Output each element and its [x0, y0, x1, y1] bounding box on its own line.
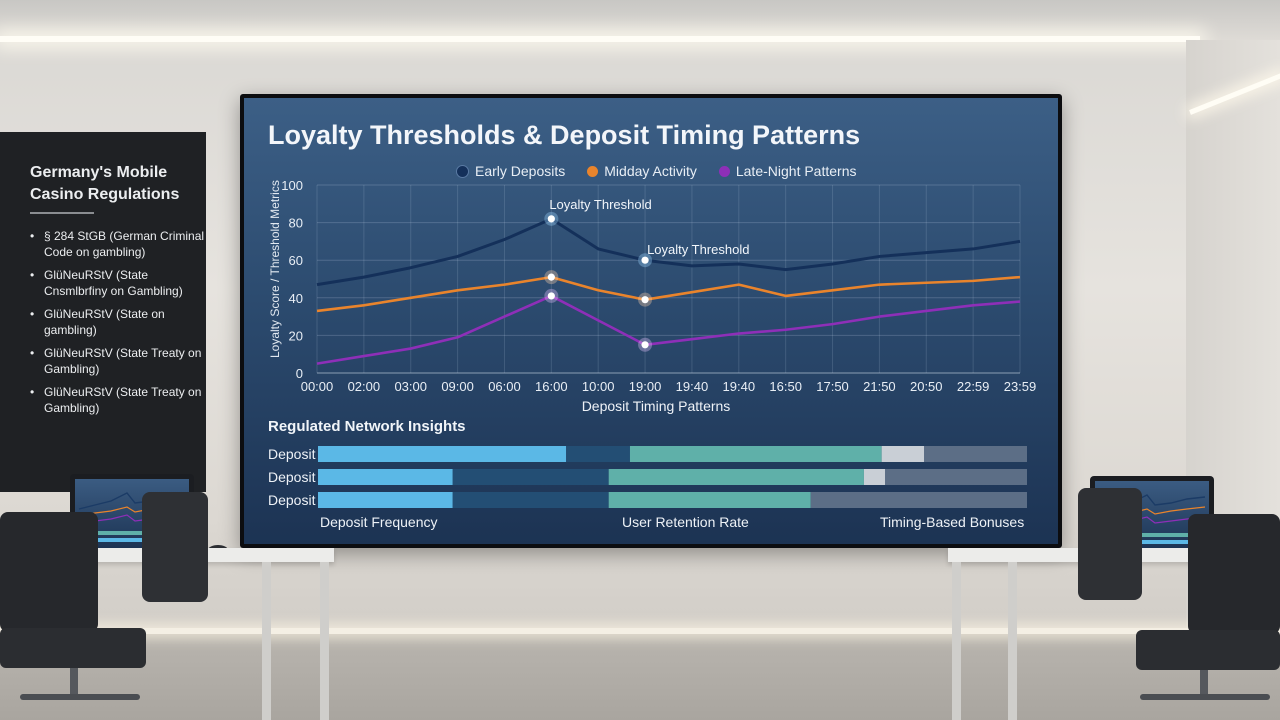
legend-label-early: Early Deposits: [475, 163, 566, 179]
legend-dot-early: [456, 164, 469, 178]
data-point: [641, 256, 649, 264]
legend-label-midday: Midday Activity: [604, 163, 697, 179]
desk-leg: [952, 562, 961, 720]
data-point: [641, 296, 649, 304]
ceiling: [0, 0, 1280, 40]
annotation-label: Loyalty Threshold: [549, 197, 651, 212]
x-tick-label: 10:00: [582, 379, 615, 394]
data-point: [641, 341, 649, 349]
chair-right-pole: [1200, 670, 1208, 698]
bottom-label-retention: User Retention Rate: [622, 514, 749, 530]
mini-bar: [1099, 533, 1205, 537]
legend-label-late: Late-Night Patterns: [735, 163, 857, 179]
mini-bar: [1099, 540, 1205, 544]
x-tick-label: 16:50: [769, 379, 802, 394]
bar-segment: [885, 469, 1027, 485]
baseboard-light: [0, 628, 1280, 634]
x-tick-label: 03:00: [394, 379, 427, 394]
regulations-list: § 284 StGB (German Criminal Code on gamb…: [30, 228, 206, 423]
regulation-item: GlüNeuRStV (State on gambling): [30, 306, 206, 338]
regulations-title: Germany's Mobile Casino Regulations: [30, 164, 180, 203]
ceiling-light-strip: [0, 36, 1200, 42]
chart-legend: Early Deposits Midday Activity Late-Nigh…: [456, 163, 856, 179]
bar-segment: [629, 446, 882, 462]
legend-dot-late: [718, 165, 730, 177]
x-tick-label: 00:00: [301, 379, 334, 394]
legend-item-early: Early Deposits: [456, 163, 565, 179]
insights-title: Regulated Network Insights: [268, 418, 466, 435]
bar-segment: [608, 469, 864, 485]
chair-back-far: [142, 492, 208, 602]
x-tick-label: 09:00: [441, 379, 474, 394]
bar-segment: [863, 469, 886, 485]
bar-segment: [608, 492, 811, 508]
bar-segment: [566, 446, 630, 462]
bar-label: Deposit: [268, 469, 316, 485]
bottom-label-bonuses: Timing-Based Bonuses: [880, 514, 1025, 530]
annotation-label: Loyalty Threshold: [647, 242, 749, 257]
x-tick-label: 19:40: [723, 379, 756, 394]
bar-label: Deposit: [268, 492, 316, 508]
data-point: [547, 215, 555, 223]
bar-segment: [810, 492, 1027, 508]
bar-segment: [318, 469, 453, 485]
bar-segment: [318, 492, 453, 508]
y-tick-label: 60: [289, 253, 303, 268]
floor: [0, 632, 1280, 720]
bar-segment: [881, 446, 925, 462]
regulation-item: GlüNeuRStV (State Cnsmlbrfiny on Gamblin…: [30, 267, 206, 299]
x-tick-label: 17:50: [816, 379, 849, 394]
x-tick-label: 06:00: [488, 379, 521, 394]
chart-title: Loyalty Thresholds & Deposit Timing Patt…: [268, 120, 861, 150]
y-tick-label: 20: [289, 328, 303, 343]
data-point: [547, 292, 555, 300]
mini-bar: [79, 538, 185, 542]
mini-bar: [79, 531, 185, 535]
desk-leg: [262, 562, 271, 720]
x-axis-title: Deposit Timing Patterns: [581, 398, 731, 414]
y-tick-label: 0: [296, 366, 303, 381]
bar-segment: [924, 446, 1027, 462]
x-tick-label: 21:50: [863, 379, 896, 394]
chair-left-pole: [70, 668, 78, 698]
bar-segment: [452, 492, 609, 508]
chair-right-back: [1188, 514, 1280, 634]
x-tick-label: 16:00: [535, 379, 568, 394]
chair-back-far: [1078, 488, 1142, 600]
title-divider: [30, 212, 94, 214]
x-tick-label: 02:00: [348, 379, 381, 394]
x-tick-label: 23:59: [1004, 379, 1037, 394]
chair-right-seat: [1136, 630, 1280, 670]
y-tick-label: 100: [281, 178, 303, 193]
bar-segment: [452, 469, 609, 485]
bottom-label-frequency: Deposit Frequency: [320, 514, 438, 530]
chair-left-base: [20, 694, 140, 700]
y-tick-label: 80: [289, 216, 303, 231]
y-tick-label: 40: [289, 291, 303, 306]
legend-item-midday: Midday Activity: [587, 163, 697, 179]
desk-leg: [320, 562, 329, 720]
x-tick-label: 19:00: [629, 379, 662, 394]
chair-right-base: [1140, 694, 1270, 700]
x-tick-label: 19:40: [676, 379, 709, 394]
x-tick-label: 22:59: [957, 379, 990, 394]
legend-dot-midday: [587, 165, 599, 177]
desk-leg: [1008, 562, 1017, 720]
bar-segment: [318, 446, 567, 462]
display-screen: Loyalty Thresholds & Deposit Timing Patt…: [244, 98, 1058, 544]
series-line: [316, 294, 1021, 365]
bar-label: Deposit: [268, 446, 316, 462]
x-tick-label: 20:50: [910, 379, 943, 394]
series-line: [316, 217, 1021, 287]
regulations-panel: Germany's Mobile Casino Regulations § 28…: [0, 132, 206, 492]
regulation-item: GlüNeuRStV (State Treaty on Gambling): [30, 345, 206, 377]
regulation-item: GlüNeuRStV (State Treaty on Gambling): [30, 384, 206, 416]
chair-left-seat: [0, 628, 146, 668]
data-point: [547, 273, 555, 281]
chair-left-back: [0, 512, 98, 632]
legend-item-late: Late-Night Patterns: [718, 163, 857, 179]
line-chart: 0 20 40 60 80 100 00:00 02:00 03:00 09:00 06:00 16:…: [281, 178, 1037, 508]
series-line: [316, 275, 1021, 313]
regulation-item: § 284 StGB (German Criminal Code on gamb…: [30, 228, 206, 260]
